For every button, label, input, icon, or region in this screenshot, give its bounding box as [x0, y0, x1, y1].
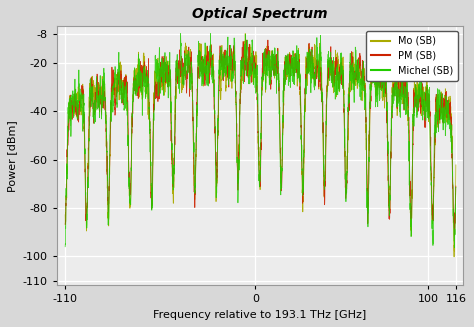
- Title: Optical Spectrum: Optical Spectrum: [192, 7, 328, 21]
- Y-axis label: Power [dBm]: Power [dBm]: [7, 120, 17, 192]
- Legend: Mo (SB), PM (SB), Michel (SB): Mo (SB), PM (SB), Michel (SB): [366, 31, 458, 80]
- X-axis label: Frequency relative to 193.1 THz [GHz]: Frequency relative to 193.1 THz [GHz]: [153, 310, 366, 320]
